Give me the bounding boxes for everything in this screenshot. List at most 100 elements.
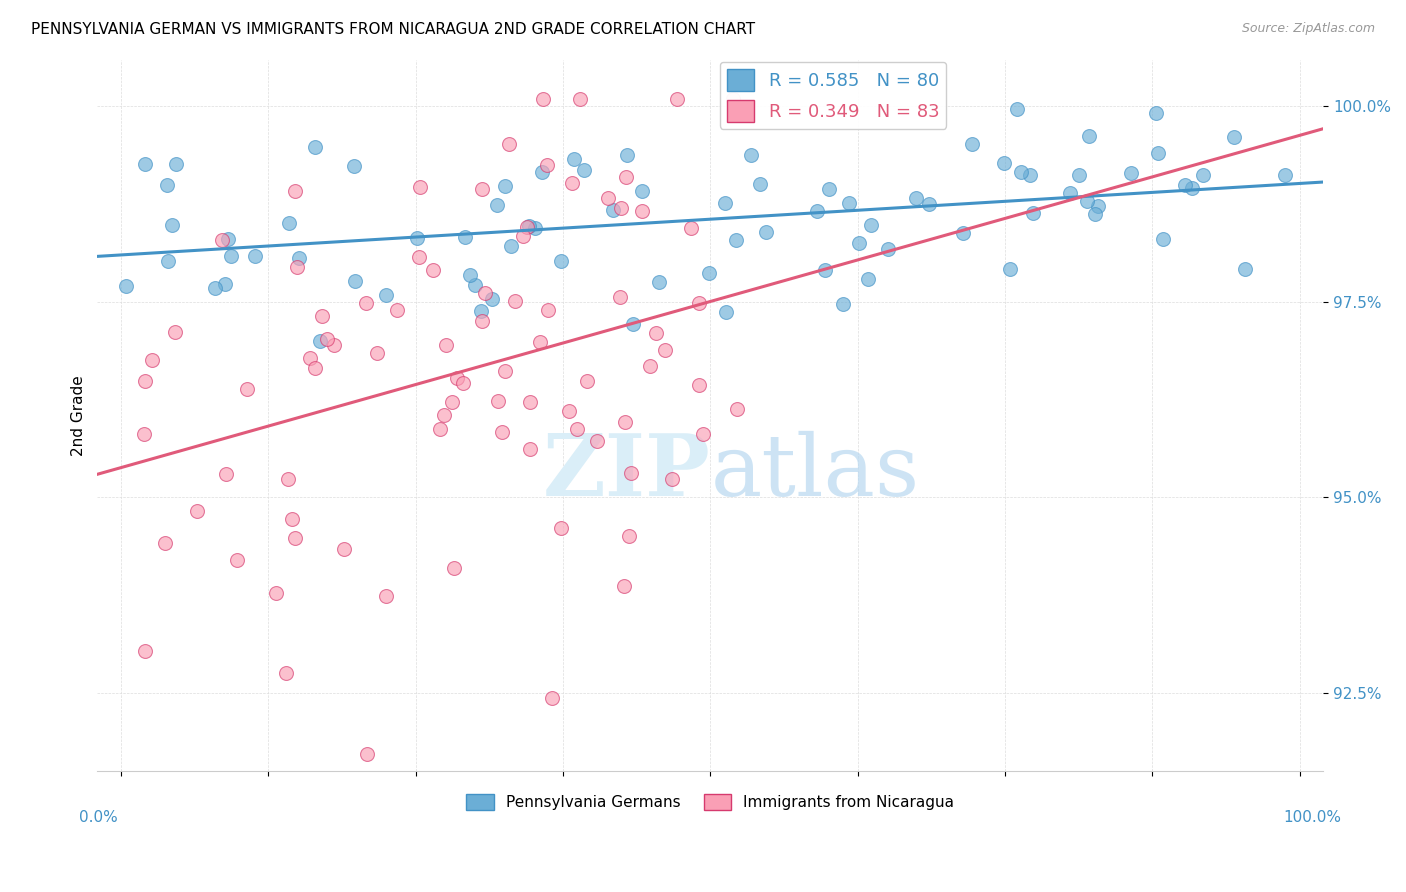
Point [316,332,339,346]
Point [818,181,841,195]
Point [1019,168,1042,182]
Point [471,314,494,328]
Point [1067,168,1090,182]
Point [517,219,540,233]
Point [688,378,710,392]
Point [512,229,534,244]
Legend: Pennsylvania Germans, Immigrants from Nicaragua: Pennsylvania Germans, Immigrants from Ni… [460,788,960,816]
Point [723,92,745,106]
Point [692,427,714,442]
Point [287,260,309,275]
Point [356,295,378,310]
Point [486,394,509,409]
Point [565,422,588,436]
Point [617,529,640,543]
Point [1087,199,1109,213]
Point [454,230,477,244]
Point [519,442,541,456]
Point [343,159,366,173]
Point [679,221,702,235]
Point [299,351,322,365]
Point [661,472,683,486]
Point [529,334,551,349]
Point [374,589,396,603]
Point [276,666,298,681]
Point [264,586,287,600]
Point [323,338,346,352]
Point [499,239,522,253]
Point [561,176,583,190]
Point [214,277,236,291]
Point [134,643,156,657]
Point [918,196,941,211]
Point [876,242,898,256]
Point [333,541,356,556]
Point [838,196,860,211]
Text: ZIP: ZIP [543,430,710,514]
Point [586,434,609,448]
Point [724,233,747,247]
Point [433,409,456,423]
Point [1084,207,1107,221]
Point [519,395,541,409]
Point [631,204,654,219]
Point [993,156,1015,170]
Point [219,249,242,263]
Point [157,254,180,268]
Point [860,218,883,232]
Point [612,579,634,593]
Point [1144,106,1167,120]
Point [434,338,457,352]
Point [1147,145,1170,160]
Point [440,395,463,409]
Point [443,561,465,575]
Point [621,317,644,331]
Text: 0.0%: 0.0% [79,810,118,825]
Point [458,268,481,283]
Point [645,326,668,340]
Point [498,137,520,152]
Point [832,297,855,311]
Point [429,422,451,436]
Point [422,262,444,277]
Point [616,148,638,162]
Point [245,249,267,263]
Point [186,504,208,518]
Point [470,304,492,318]
Point [486,198,509,212]
Point [304,361,326,376]
Point [406,231,429,245]
Point [848,235,870,250]
Point [856,271,879,285]
Point [952,226,974,240]
Point [1010,164,1032,178]
Point [713,196,735,211]
Point [562,152,585,166]
Point [503,294,526,309]
Point [550,254,572,268]
Point [654,343,676,357]
Point [165,157,187,171]
Point [638,359,661,373]
Point [385,303,408,318]
Point [575,374,598,388]
Point [714,305,737,319]
Point [619,466,641,480]
Point [284,184,307,198]
Point [277,216,299,230]
Point [550,521,572,535]
Point [277,473,299,487]
Point [471,182,494,196]
Point [1181,180,1204,194]
Point [1059,186,1081,200]
Point [446,371,468,385]
Point [1274,168,1296,182]
Point [960,136,983,151]
Point [630,184,652,198]
Point [134,427,156,442]
Point [481,292,503,306]
Point [1007,102,1029,116]
Point [536,158,558,172]
Point [304,139,326,153]
Point [156,178,179,192]
